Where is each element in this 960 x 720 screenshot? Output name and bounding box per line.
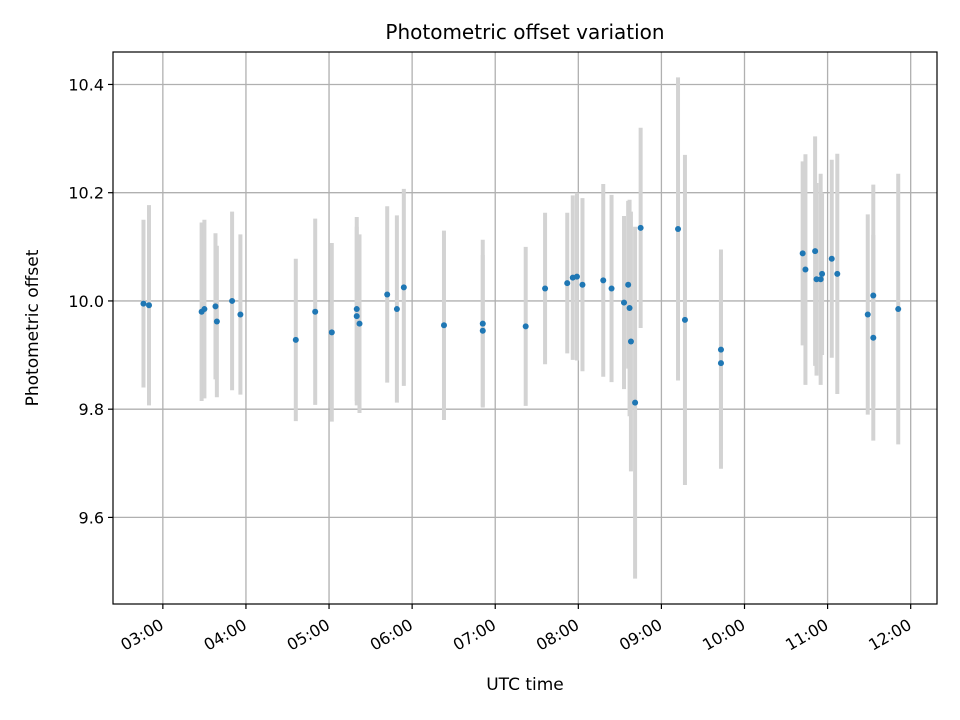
- data-point: [542, 285, 549, 292]
- data-point: [817, 276, 824, 283]
- data-point: [201, 306, 208, 313]
- chart-title: Photometric offset variation: [385, 20, 664, 44]
- data-point: [632, 399, 639, 406]
- data-point: [834, 270, 841, 277]
- data-point: [637, 224, 644, 231]
- data-points: [140, 224, 902, 406]
- data-point: [353, 313, 360, 320]
- data-point: [819, 270, 826, 277]
- data-point: [681, 316, 688, 323]
- data-point: [237, 311, 244, 318]
- data-point: [870, 292, 877, 299]
- data-point: [213, 318, 220, 325]
- data-point: [864, 311, 871, 318]
- data-point: [627, 338, 634, 345]
- y-tick-label: 9.6: [79, 508, 104, 527]
- data-point: [802, 266, 809, 273]
- data-point: [212, 303, 219, 310]
- data-point: [146, 302, 153, 309]
- y-axis-label: Photometric offset: [23, 249, 43, 406]
- data-point: [440, 322, 447, 329]
- data-point: [356, 320, 363, 327]
- y-tick-label: 10.2: [68, 184, 104, 203]
- data-point: [312, 308, 319, 315]
- data-point: [229, 297, 236, 304]
- data-point: [292, 336, 299, 343]
- data-point: [626, 304, 633, 311]
- data-point: [621, 299, 628, 306]
- data-point: [625, 281, 632, 288]
- data-point: [812, 248, 819, 255]
- data-point: [717, 346, 724, 353]
- data-point: [799, 250, 806, 257]
- data-point: [479, 320, 486, 327]
- y-tick-label: 10.0: [68, 292, 104, 311]
- data-point: [353, 306, 360, 313]
- data-point: [579, 281, 586, 288]
- data-point: [675, 225, 682, 232]
- y-axis: 9.6 9.8 10.0 10.2 10.4: [68, 75, 113, 527]
- data-point: [479, 327, 486, 334]
- data-point: [384, 291, 391, 298]
- data-point: [813, 276, 820, 283]
- data-point: [140, 300, 147, 307]
- data-point: [895, 306, 902, 313]
- data-point: [522, 323, 529, 330]
- plot-frame: [112, 51, 938, 605]
- data-point: [600, 277, 607, 284]
- data-point: [573, 273, 580, 280]
- grid: [113, 52, 937, 604]
- y-tick-label: 10.4: [68, 75, 104, 94]
- data-point: [717, 360, 724, 367]
- data-point: [393, 306, 400, 313]
- data-point: [870, 334, 877, 341]
- data-point: [400, 284, 407, 291]
- x-axis-label: UTC time: [486, 675, 564, 695]
- data-point: [608, 285, 615, 292]
- data-point: [328, 329, 335, 336]
- y-tick-label: 9.8: [79, 400, 104, 419]
- data-point: [828, 255, 835, 262]
- data-point: [564, 280, 571, 287]
